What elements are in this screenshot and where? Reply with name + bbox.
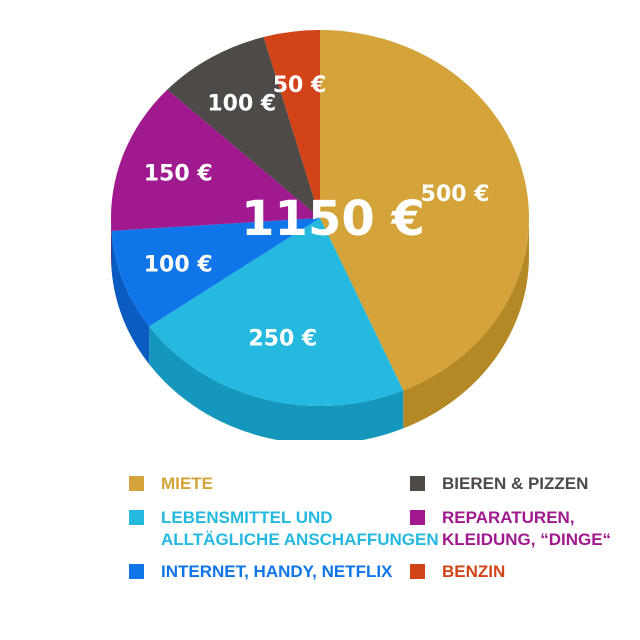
pie-slice-0	[320, 30, 529, 391]
legend-swatch	[410, 510, 425, 525]
pie-chart: 500 €250 €100 €150 €100 €50 € 1150 €	[110, 30, 529, 440]
legend-swatch	[410, 564, 425, 579]
pie-sides	[111, 218, 529, 440]
pie-side-0	[403, 218, 529, 429]
legend-swatch	[410, 476, 425, 491]
slice-value-label-1: 250 €	[248, 327, 317, 352]
pie-slice-1	[149, 218, 404, 406]
legend-swatch	[129, 476, 144, 491]
legend-item: REPARATUREN, KLEIDUNG, “DINGE“	[410, 507, 611, 551]
legend-label: REPARATUREN, KLEIDUNG, “DINGE“	[442, 508, 612, 549]
slice-value-label-3: 150 €	[144, 162, 213, 187]
legend-swatch	[129, 510, 144, 525]
legend-item: INTERNET, HANDY, NETFLIX	[129, 561, 392, 583]
legend-item: BENZIN	[410, 561, 505, 583]
legend-swatch	[129, 564, 144, 579]
legend-label: INTERNET, HANDY, NETFLIX	[161, 562, 393, 581]
legend-label: LEBENSMITTEL UND ALLTÄGLICHE ANSCHAFFUNG…	[161, 508, 439, 549]
legend-label: MIETE	[161, 474, 213, 493]
slice-value-label-4: 100 €	[207, 91, 276, 116]
legend-item: BIEREN & PIZZEN	[410, 473, 588, 495]
pie-slice-4	[167, 36, 320, 218]
pie-slices	[110, 30, 529, 406]
pie-side-1	[149, 326, 404, 440]
pie-labels: 500 €250 €100 €150 €100 €50 €	[144, 73, 490, 352]
legend-label: BENZIN	[442, 562, 506, 581]
slice-value-label-0: 500 €	[421, 182, 490, 207]
legend-label: BIEREN & PIZZEN	[442, 474, 589, 493]
legend-item: LEBENSMITTEL UND ALLTÄGLICHE ANSCHAFFUNG…	[129, 507, 439, 551]
slice-value-label-2: 100 €	[144, 252, 213, 277]
pie-slice-5	[263, 30, 320, 218]
slice-value-label-5: 50 €	[273, 73, 327, 98]
pie-slice-2	[111, 218, 320, 327]
total-label: 1150 €	[241, 191, 425, 247]
pie-slice-3	[110, 89, 320, 231]
pie-side-2	[111, 230, 150, 365]
legend-item: MIETE	[129, 473, 213, 495]
